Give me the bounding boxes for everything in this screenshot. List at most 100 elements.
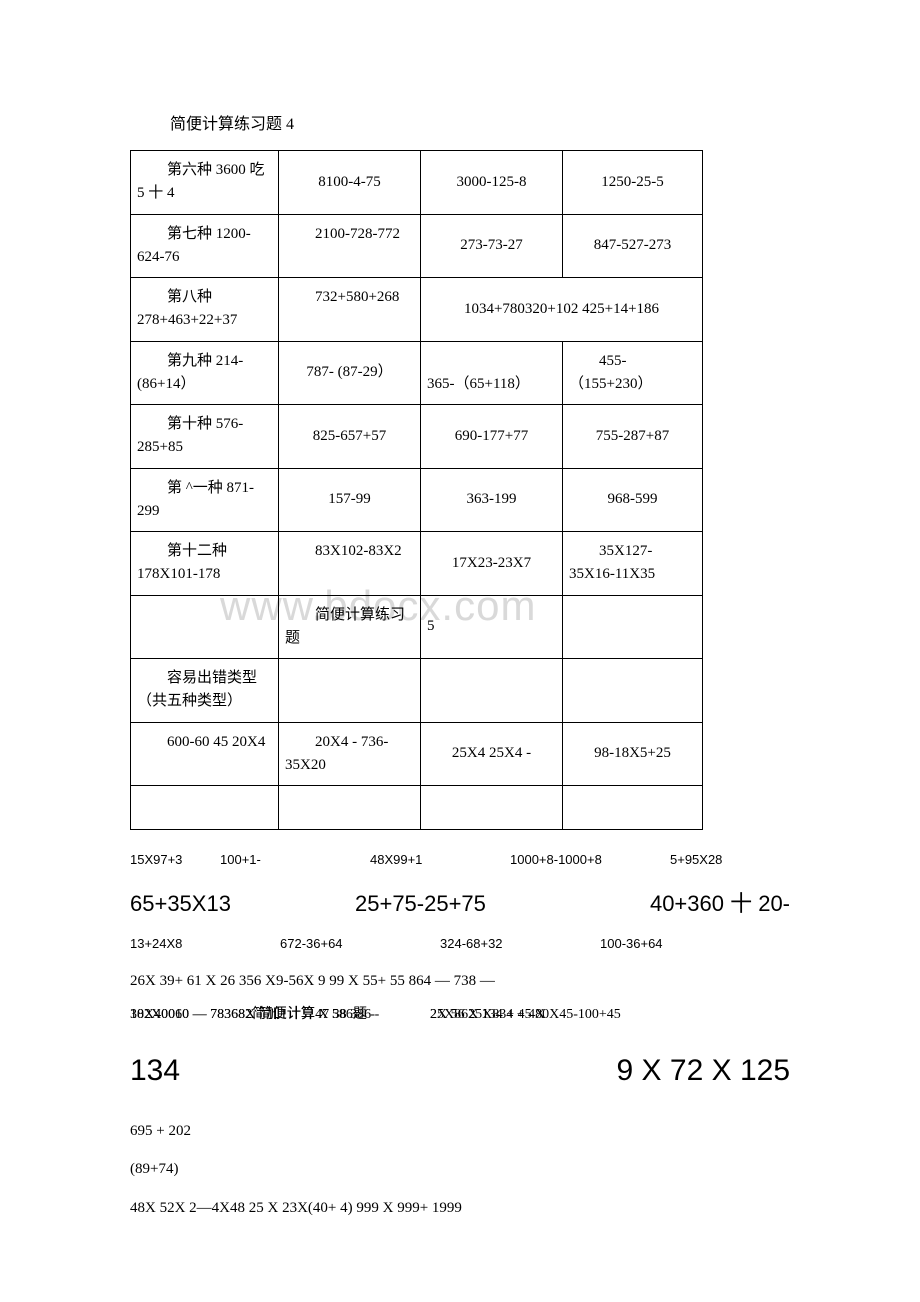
table-cell: 968-599 xyxy=(563,468,703,532)
table-cell: 363-199 xyxy=(421,468,563,532)
cell-text: 690-177+77 xyxy=(455,428,528,444)
expr: 15X97+3 xyxy=(130,848,220,873)
table-cell: 17X23-23X7 xyxy=(421,532,563,596)
table-cell: 455-（155+230） xyxy=(563,341,703,405)
cell-text: 363-199 xyxy=(467,491,517,507)
cell-text: 第六种 3600 吃 5 十 4 xyxy=(137,162,265,201)
table-cell: 1250-25-5 xyxy=(563,151,703,215)
table-cell: 755-287+87 xyxy=(563,405,703,469)
cell-text: 825-657+57 xyxy=(313,428,386,444)
cell-text: 83X102-83X2 xyxy=(315,543,402,559)
table-cell xyxy=(279,659,421,723)
expr: 5+95X28 xyxy=(670,848,722,873)
expr: 13+24X8 xyxy=(130,932,280,957)
table-cell: 第九种 214-(86+14） xyxy=(131,341,279,405)
cell-text: 98-18X5+25 xyxy=(594,745,671,761)
table-cell: 365-（65+118） xyxy=(421,341,563,405)
cell-text: 1034+780320+102 425+14+186 xyxy=(464,301,659,317)
table-cell: 2100-728-772 xyxy=(279,214,421,278)
expr-line: (89+74) xyxy=(130,1155,790,1184)
free-text-block: 15X97+3 100+1- 48X99+1 1000+8-1000+8 5+9… xyxy=(130,848,790,1222)
table-cell xyxy=(131,786,279,830)
cell-text: 第十种 576-285+85 xyxy=(137,416,243,455)
cell-text: 8100-4-75 xyxy=(318,174,381,190)
table-cell: 98-18X5+25 xyxy=(563,722,703,786)
table-row: 第九种 214-(86+14） 787- (87-29） 365-（65+118… xyxy=(131,341,703,405)
expr: 25+75-25+75 xyxy=(355,883,615,925)
cell-text: 容易出错类型（共五种类型） xyxy=(137,670,257,709)
table-cell: 20X4 - 736-35X20 xyxy=(279,722,421,786)
expr-line: 26X 39+ 61 X 26 356 X9-56X 9 99 X 55+ 55… xyxy=(130,967,790,996)
cell-text: 5 xyxy=(427,618,435,634)
table-row: 容易出错类型（共五种类型） xyxy=(131,659,703,723)
expr: 324-68+32 xyxy=(440,932,600,957)
exercise-table: 第六种 3600 吃 5 十 4 8100-4-75 3000-125-8 12… xyxy=(130,150,703,830)
expr: 40+360 十 20- xyxy=(615,883,790,925)
cell-text: 第九种 214-(86+14） xyxy=(137,353,243,392)
table-cell: 273-73-27 xyxy=(421,214,563,278)
table-cell: 8100-4-75 xyxy=(279,151,421,215)
cell-text: 第七种 1200-624-76 xyxy=(137,226,251,265)
expr-line: 15X97+3 100+1- 48X99+1 1000+8-1000+8 5+9… xyxy=(130,848,790,873)
expr-line: 65+35X13 25+75-25+75 40+360 十 20- xyxy=(130,883,790,925)
table-row: 第 ^一种 871-299 157-99 363-199 968-599 xyxy=(131,468,703,532)
cell-text: 20X4 - 736-35X20 xyxy=(285,734,388,773)
table-cell: 25X4 25X4 - xyxy=(421,722,563,786)
section-heading: 简便计算练习题 4 xyxy=(170,110,790,134)
expr-line: 695 + 202 xyxy=(130,1117,790,1146)
expr-line: 13+24X8 672-36+64 324-68+32 100-36+64 xyxy=(130,932,790,957)
expr-line: 48X 52X 2—4X48 25 X 23X(40+ 4) 999 X 999… xyxy=(130,1194,790,1223)
table-cell: 847-527-273 xyxy=(563,214,703,278)
cell-text: 755-287+87 xyxy=(596,428,669,444)
overlapped-line: 382X0060 — 78368X 简便计算 X 586题 - 10X40010… xyxy=(130,1002,790,1024)
cell-text: 35X127-35X16-11X35 xyxy=(569,543,655,582)
cell-text: 455-（155+230） xyxy=(569,353,652,392)
table-cell: 5 xyxy=(421,595,563,659)
table-row: 第七种 1200-624-76 2100-728-772 273-73-27 8… xyxy=(131,214,703,278)
expr: 100+1- xyxy=(220,848,370,873)
expr: 100-36+64 xyxy=(600,932,663,957)
table-cell: 35X127-35X16-11X35 xyxy=(563,532,703,596)
cell-text: 25X4 25X4 - xyxy=(452,745,531,761)
table-row: 第十种 576-285+85 825-657+57 690-177+77 755… xyxy=(131,405,703,469)
cell-text: 273-73-27 xyxy=(460,237,523,253)
expr-line: 134 9 X 72 X 125 xyxy=(130,1042,790,1099)
table-row: 第六种 3600 吃 5 十 4 8100-4-75 3000-125-8 12… xyxy=(131,151,703,215)
table-cell: 第七种 1200-624-76 xyxy=(131,214,279,278)
table-cell: 3000-125-8 xyxy=(421,151,563,215)
table-cell xyxy=(563,595,703,659)
table-cell: 690-177+77 xyxy=(421,405,563,469)
table-row xyxy=(131,786,703,830)
cell-text: 157-99 xyxy=(328,491,371,507)
table-row: 第十二种 178X101-178 83X102-83X2 17X23-23X7 … xyxy=(131,532,703,596)
cell-text: 847-527-273 xyxy=(594,237,672,253)
cell-text: 600-60 45 20X4 xyxy=(167,734,265,750)
table-row: 600-60 45 20X4 20X4 - 736-35X20 25X4 25X… xyxy=(131,722,703,786)
table-cell: 容易出错类型（共五种类型） xyxy=(131,659,279,723)
cell-text: 简便计算练习题 xyxy=(285,607,405,646)
expr: 25X8625X834 + 480X45-100+45 xyxy=(430,1002,621,1029)
expr: 134 xyxy=(130,1042,460,1099)
table-cell: 600-60 45 20X4 xyxy=(131,722,279,786)
expr: 48X99+1 xyxy=(370,848,510,873)
expr: 672-36+64 xyxy=(280,932,440,957)
table-cell: 787- (87-29） xyxy=(279,341,421,405)
table-cell: 1034+780320+102 425+14+186 xyxy=(421,278,703,342)
cell-text: 2100-728-772 xyxy=(315,226,400,242)
table-cell: 简便计算练习题 xyxy=(279,595,421,659)
table-row: 第八种 278+463+22+37 732+580+268 1034+78032… xyxy=(131,278,703,342)
table-cell: 825-657+57 xyxy=(279,405,421,469)
table-cell: 157-99 xyxy=(279,468,421,532)
cell-text: 365-（65+118） xyxy=(427,376,530,392)
cell-text: 968-599 xyxy=(608,491,658,507)
table-cell xyxy=(563,659,703,723)
table-cell: 第六种 3600 吃 5 十 4 xyxy=(131,151,279,215)
cell-text: 787- (87-29） xyxy=(306,364,392,380)
table-cell: 第 ^一种 871-299 xyxy=(131,468,279,532)
expr: 65+35X13 xyxy=(130,883,355,925)
table-cell: 第十二种 178X101-178 xyxy=(131,532,279,596)
table-cell: 第十种 576-285+85 xyxy=(131,405,279,469)
table-cell xyxy=(421,659,563,723)
table-cell xyxy=(279,786,421,830)
table-cell xyxy=(563,786,703,830)
